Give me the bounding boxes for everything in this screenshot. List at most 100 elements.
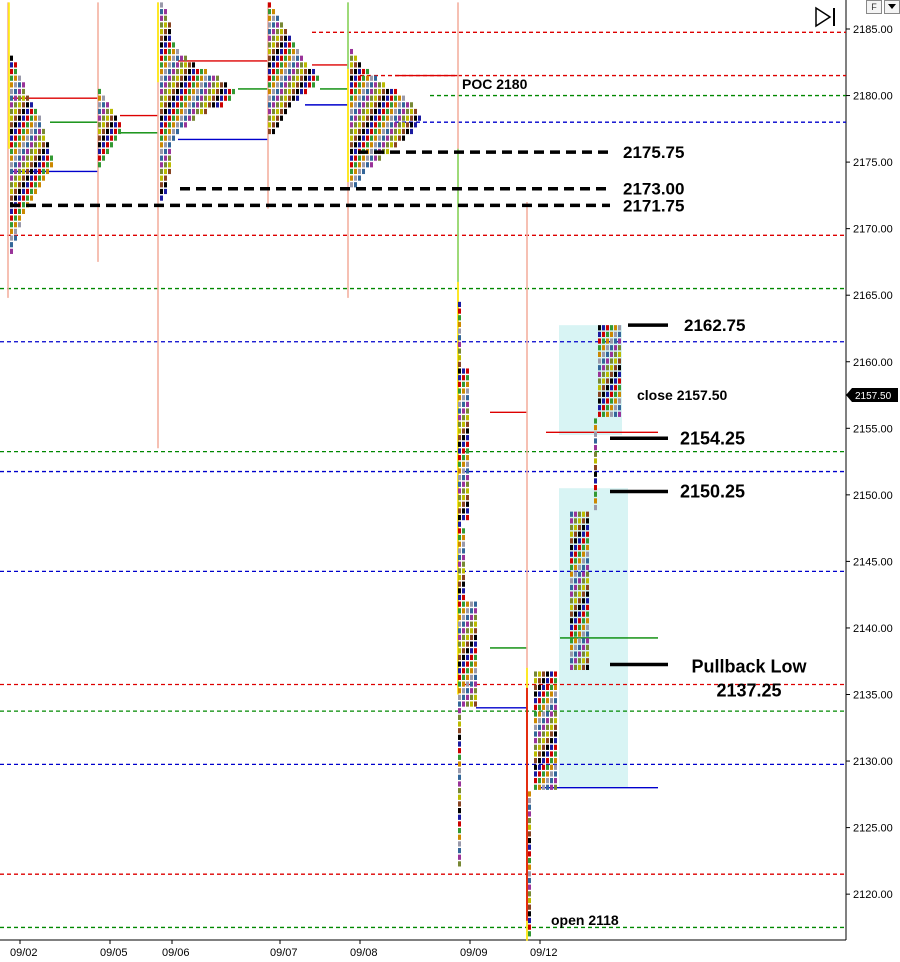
- tpo-block: [354, 148, 357, 155]
- tpo-block: [370, 122, 373, 128]
- tpo-block: [462, 654, 465, 661]
- tpo-block: [598, 385, 601, 391]
- tpo-block: [268, 15, 271, 21]
- tpo-block: [168, 35, 171, 41]
- tpo-block: [594, 478, 597, 484]
- tpo-block: [594, 498, 597, 504]
- tpo-block: [582, 658, 585, 664]
- tpo-block: [458, 588, 461, 594]
- dropdown-arrow-icon[interactable]: [884, 0, 900, 14]
- tpo-block: [462, 435, 465, 441]
- tpo-block: [164, 142, 167, 148]
- tpo-block: [462, 514, 465, 521]
- tpo-block: [14, 215, 17, 221]
- tpo-block: [374, 88, 377, 95]
- tpo-block: [350, 175, 353, 181]
- tpo-block: [26, 122, 29, 128]
- tpo-block: [188, 95, 191, 101]
- tpo-block: [586, 564, 589, 571]
- tpo-block: [614, 411, 617, 417]
- tpo-block: [466, 648, 469, 654]
- tpo-block: [350, 62, 353, 68]
- tpo-block: [164, 15, 167, 21]
- tpo-block: [606, 331, 609, 338]
- tpo-block: [14, 148, 17, 155]
- tpo-block: [280, 35, 283, 41]
- tpo-block: [354, 168, 357, 175]
- tpo-block: [350, 142, 353, 148]
- tpo-block: [610, 345, 613, 351]
- tpo-block: [586, 511, 589, 517]
- tpo-block: [38, 128, 41, 135]
- tpo-block: [188, 82, 191, 88]
- tpo-block: [168, 82, 171, 88]
- tpo-block: [38, 115, 41, 121]
- tpo-block: [160, 42, 163, 48]
- tpo-block: [458, 328, 461, 334]
- tpo-block: [216, 88, 219, 95]
- tpo-block: [598, 391, 601, 397]
- tpo-block: [614, 325, 617, 331]
- tpo-block: [192, 75, 195, 81]
- tpo-block: [466, 395, 469, 401]
- scroll-to-end-icon[interactable]: [814, 6, 838, 28]
- tpo-block: [586, 531, 589, 537]
- tpo-block: [200, 82, 203, 88]
- tpo-block: [534, 698, 537, 704]
- tpo-block: [610, 325, 613, 331]
- tpo-block: [458, 708, 461, 714]
- tpo-block: [462, 395, 465, 401]
- tpo-block: [272, 82, 275, 88]
- tpo-block: [18, 128, 21, 135]
- tpo-block: [594, 471, 597, 477]
- tpo-block: [458, 608, 461, 614]
- tpo-block: [458, 834, 461, 840]
- tpo-block: [168, 88, 171, 95]
- tpo-block: [30, 195, 33, 201]
- tpo-block: [110, 122, 113, 128]
- tpo-block: [98, 102, 101, 108]
- tpo-block: [394, 128, 397, 135]
- tpo-block: [546, 678, 549, 684]
- tpo-block: [598, 351, 601, 357]
- tpo-block: [272, 122, 275, 128]
- tpo-block: [602, 338, 605, 344]
- tpo-block: [14, 162, 17, 168]
- tpo-block: [606, 365, 609, 371]
- tpo-block: [574, 551, 577, 557]
- tpo-block: [466, 501, 469, 507]
- tpo-block: [458, 688, 461, 694]
- tpo-block: [458, 494, 461, 501]
- tpo-block: [30, 188, 33, 195]
- tpo-block: [268, 42, 271, 48]
- tpo-block: [168, 75, 171, 81]
- tpo-block: [366, 155, 369, 161]
- tpo-block: [554, 691, 557, 697]
- tpo-block: [570, 598, 573, 604]
- tpo-block: [10, 148, 13, 155]
- tpo-block: [462, 475, 465, 481]
- tpo-block: [606, 338, 609, 344]
- tpo-block: [458, 674, 461, 681]
- tpo-block: [382, 142, 385, 148]
- tpo-block: [18, 135, 21, 141]
- tpo-block: [188, 75, 191, 81]
- tpo-block: [102, 148, 105, 155]
- tpo-block: [160, 22, 163, 28]
- tpo-block: [18, 208, 21, 214]
- tpo-block: [458, 827, 461, 834]
- tpo-block: [582, 638, 585, 644]
- tpo-block: [554, 684, 557, 690]
- tpo-block: [172, 68, 175, 75]
- tpo-block: [578, 598, 581, 604]
- tpo-block: [574, 571, 577, 577]
- tpo-block: [382, 122, 385, 128]
- tpo-block: [34, 108, 37, 115]
- chart-type-button[interactable]: F: [866, 0, 882, 14]
- tpo-block: [466, 468, 469, 474]
- tpo-block: [22, 202, 25, 208]
- tpo-block: [160, 29, 163, 35]
- tpo-block: [30, 102, 33, 108]
- tpo-block: [354, 182, 357, 188]
- tpo-block: [462, 428, 465, 434]
